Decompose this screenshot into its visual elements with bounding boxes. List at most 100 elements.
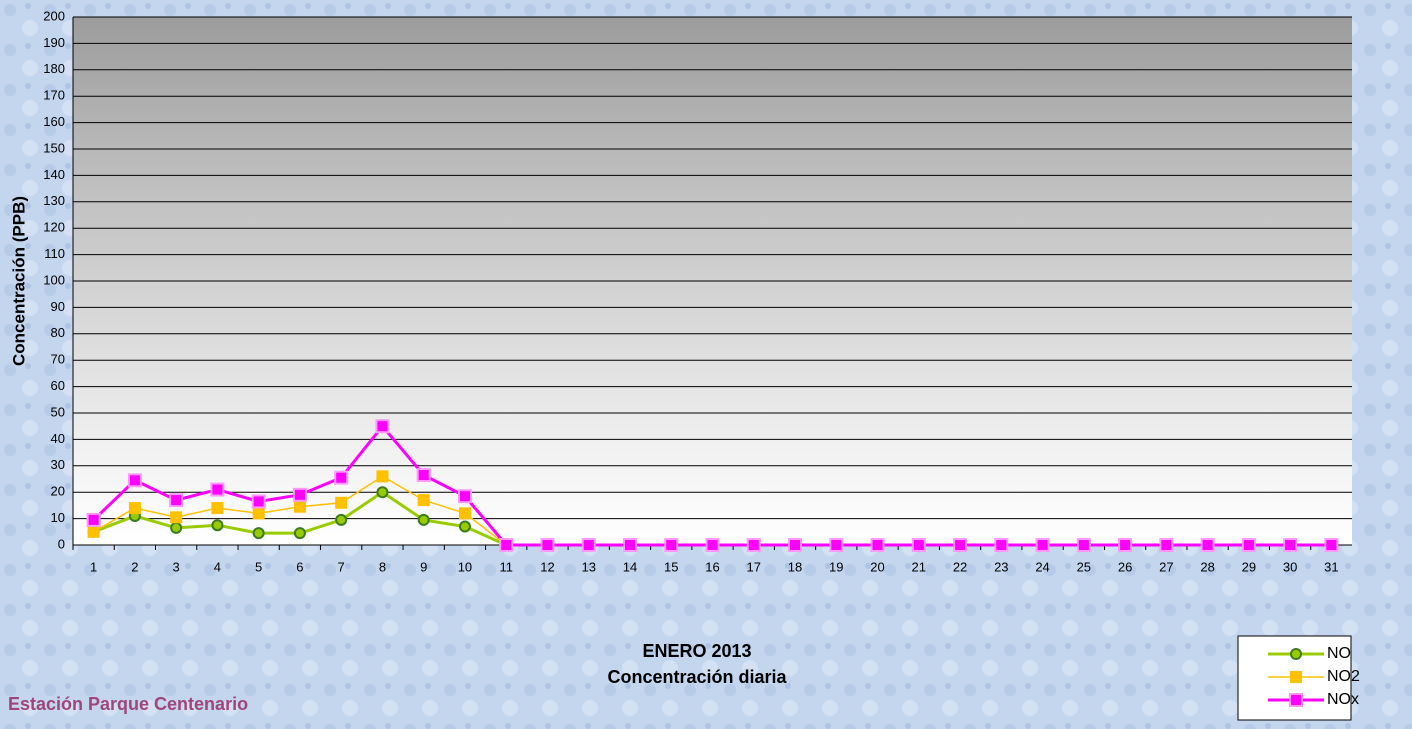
x-tick-label: 27 — [1159, 559, 1173, 574]
data-point — [87, 525, 100, 538]
y-tick-label: 200 — [43, 8, 65, 23]
data-point — [457, 489, 472, 504]
data-point — [1035, 538, 1050, 552]
y-tick-label: 100 — [43, 272, 65, 287]
legend-label: NO2 — [1327, 668, 1360, 685]
legend-marker — [1290, 648, 1302, 660]
data-point — [170, 511, 183, 524]
data-point — [252, 507, 265, 520]
x-tick-label: 26 — [1118, 559, 1132, 574]
station-annotation: Estación Parque Centenario — [8, 694, 248, 714]
data-point — [581, 538, 596, 552]
y-tick-label: 90 — [51, 299, 65, 314]
data-point — [870, 538, 885, 552]
data-point — [417, 513, 430, 526]
legend-marker — [1289, 693, 1303, 707]
x-tick-label: 6 — [296, 559, 303, 574]
y-tick-label: 110 — [44, 246, 65, 261]
data-point — [622, 538, 637, 552]
x-tick-label: 23 — [994, 559, 1008, 574]
data-point — [251, 494, 266, 509]
x-tick-label: 24 — [1035, 559, 1049, 574]
data-point — [458, 520, 471, 533]
x-tick-label: 9 — [420, 559, 427, 574]
x-tick-label: 31 — [1324, 559, 1338, 574]
x-tick-label: 1 — [90, 559, 97, 574]
x-tick-label: 4 — [214, 559, 221, 574]
data-point — [1076, 538, 1091, 552]
y-tick-label: 150 — [43, 140, 65, 155]
y-tick-label: 40 — [51, 431, 65, 446]
x-tick-label: 30 — [1283, 559, 1297, 574]
x-tick-label: 28 — [1200, 559, 1214, 574]
x-tick-label: 2 — [131, 559, 138, 574]
x-tick-label: 10 — [458, 559, 472, 574]
y-tick-label: 60 — [51, 378, 65, 393]
data-point — [417, 494, 430, 507]
legend-marker — [1290, 671, 1302, 683]
data-point — [334, 470, 349, 485]
data-point — [335, 496, 348, 509]
data-point — [829, 538, 844, 552]
x-tick-label: 21 — [912, 559, 926, 574]
data-point — [170, 521, 183, 534]
x-tick-label: 20 — [870, 559, 884, 574]
x-tick-label: 22 — [953, 559, 967, 574]
x-tick-label: 16 — [705, 559, 719, 574]
data-point — [1118, 538, 1133, 552]
y-tick-label: 30 — [51, 457, 65, 472]
y-tick-label: 10 — [51, 510, 65, 525]
x-tick-label: 15 — [664, 559, 678, 574]
data-point — [293, 500, 306, 513]
data-point — [375, 419, 390, 434]
legend-label: NO — [1327, 645, 1351, 662]
y-tick-label: 80 — [51, 325, 65, 340]
data-point — [499, 538, 514, 552]
y-tick-label: 180 — [43, 61, 65, 76]
x-tick-label: 12 — [540, 559, 554, 574]
data-point — [128, 502, 141, 515]
data-point — [540, 538, 555, 552]
data-point — [705, 538, 720, 552]
data-point — [376, 486, 389, 499]
data-point — [416, 468, 431, 483]
x-tick-label: 13 — [581, 559, 595, 574]
data-point — [994, 538, 1009, 552]
y-tick-label: 140 — [43, 167, 65, 182]
x-tick-label: 19 — [829, 559, 843, 574]
x-tick-label: 14 — [623, 559, 637, 574]
data-point — [211, 502, 224, 515]
x-tick-label: 17 — [747, 559, 761, 574]
data-point — [953, 538, 968, 552]
data-point — [292, 487, 307, 502]
y-tick-label: 190 — [43, 35, 65, 50]
data-point — [1241, 538, 1256, 552]
data-point — [1324, 538, 1339, 552]
y-tick-label: 130 — [43, 193, 65, 208]
x-tick-label: 8 — [379, 559, 386, 574]
y-tick-label: 170 — [43, 88, 65, 103]
data-point — [1283, 538, 1298, 552]
data-point — [127, 473, 142, 488]
data-point — [211, 519, 224, 532]
y-axis-label: Concentración (PPB) — [9, 196, 28, 366]
data-point — [458, 507, 471, 520]
data-point — [252, 527, 265, 540]
data-point — [1200, 538, 1215, 552]
data-point — [746, 538, 761, 552]
data-point — [1159, 538, 1174, 552]
x-tick-label: 29 — [1242, 559, 1256, 574]
data-point — [293, 527, 306, 540]
y-tick-label: 120 — [43, 220, 65, 235]
data-point — [210, 482, 225, 497]
data-point — [335, 513, 348, 526]
data-point — [788, 538, 803, 552]
x-tick-label: 5 — [255, 559, 262, 574]
data-point — [86, 512, 101, 527]
chart-subtitle: Concentración diaria — [607, 667, 787, 687]
x-tick-label: 11 — [499, 559, 513, 574]
x-tick-label: 18 — [788, 559, 802, 574]
y-tick-label: 50 — [51, 404, 65, 419]
x-tick-label: 7 — [338, 559, 345, 574]
